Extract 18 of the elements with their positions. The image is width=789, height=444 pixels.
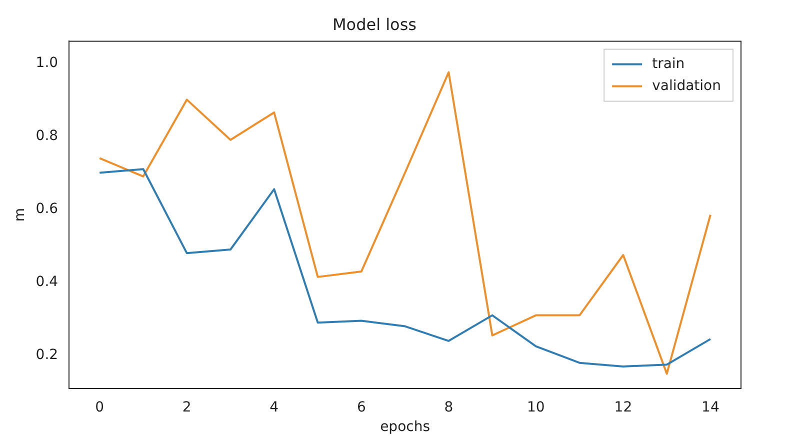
y-tick-label: 0.2 [36, 347, 58, 364]
y-tick-label: 0.4 [36, 274, 58, 290]
x-tick-label: 12 [614, 399, 632, 416]
chart-title: Model loss [332, 14, 417, 34]
y-tick-label: 0.8 [36, 128, 58, 144]
x-tick-label: 6 [356, 399, 366, 416]
y-axis-title: m [12, 208, 28, 222]
y-tick-label: 1.0 [36, 54, 58, 71]
legend-label: train [652, 56, 685, 72]
legend-label: validation [652, 78, 722, 94]
x-tick-label: 4 [270, 399, 279, 416]
x-axis-title: epochs [380, 419, 430, 436]
x-tick-label: 2 [182, 399, 192, 416]
x-tick-label: 10 [527, 399, 545, 416]
y-tick-label: 0.6 [36, 200, 58, 217]
x-tick-label: 0 [95, 399, 104, 416]
x-tick-label: 14 [702, 399, 720, 416]
x-tick-label: 8 [444, 399, 454, 416]
